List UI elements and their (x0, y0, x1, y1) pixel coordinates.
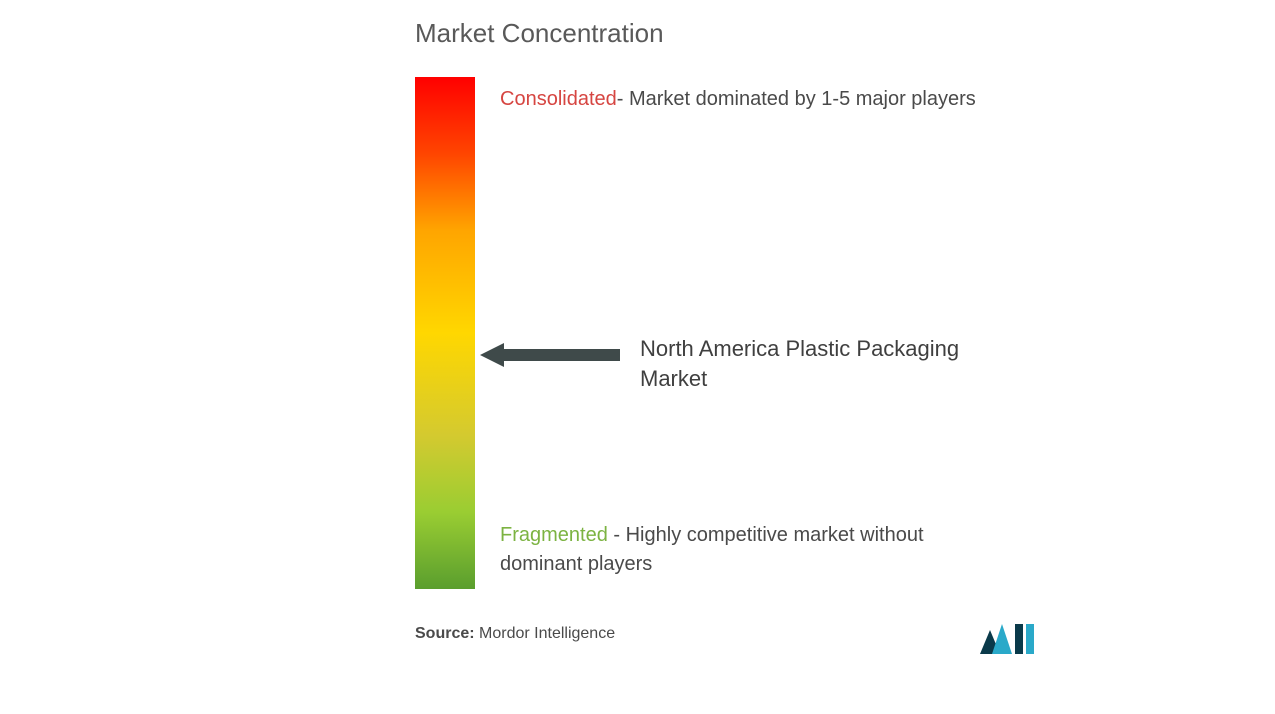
chart-area: Consolidated- Market dominated by 1-5 ma… (415, 77, 1045, 589)
source-footer: Source: Mordor Intelligence (415, 625, 1045, 643)
consolidated-description: - Market dominated by 1-5 major players (617, 88, 976, 110)
chart-container: Market Concentration Consolidated- Marke… (415, 18, 1045, 589)
market-name-label: North America Plastic Packaging Market (640, 334, 1000, 393)
chart-title: Market Concentration (415, 18, 1045, 49)
mordor-logo (980, 622, 1035, 659)
consolidated-annotation: Consolidated- Market dominated by 1-5 ma… (500, 85, 980, 114)
fragmented-label: Fragmented (500, 524, 608, 546)
market-position-arrow (480, 343, 620, 367)
consolidated-label: Consolidated (500, 88, 617, 110)
arrow-icon (480, 343, 620, 367)
source-label: Source: (415, 625, 475, 642)
mordor-logo-icon (980, 622, 1035, 654)
source-value: Mordor Intelligence (479, 625, 615, 642)
concentration-gradient-bar (415, 77, 475, 589)
fragmented-annotation: Fragmented - Highly competitive market w… (500, 521, 980, 579)
